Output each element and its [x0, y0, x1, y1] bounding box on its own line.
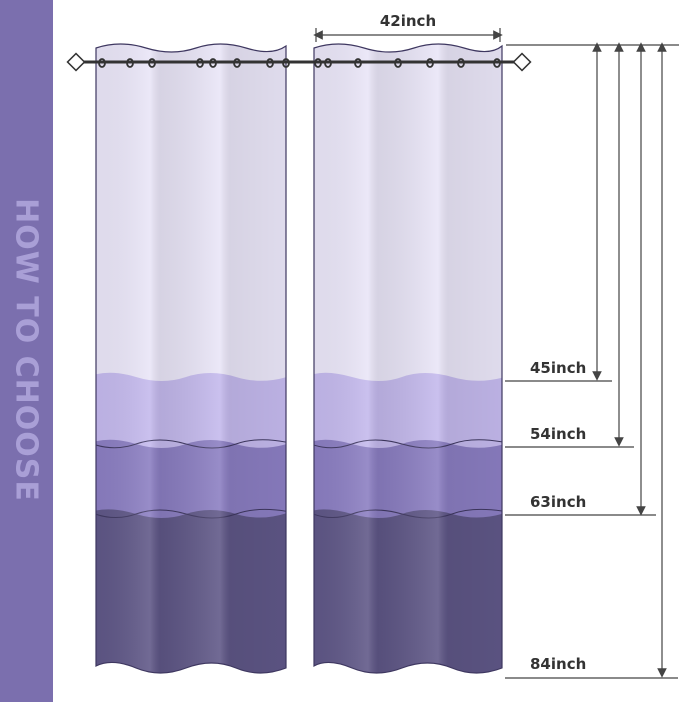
length-label-54: 54inch — [530, 425, 586, 443]
left-curtain-panel — [96, 44, 286, 673]
rod-finial-left — [66, 52, 86, 72]
how-to-choose-sidebar: HOW TO CHOOSE — [0, 0, 53, 702]
length-dimensions — [505, 42, 679, 679]
width-dimension — [313, 28, 503, 42]
length-label-45: 45inch — [530, 359, 586, 377]
length-label-84: 84inch — [530, 655, 586, 673]
curtain-rod — [66, 52, 532, 72]
right-curtain-panel — [314, 44, 502, 673]
width-label: 42inch — [380, 12, 436, 30]
grommets — [98, 58, 501, 68]
length-label-63: 63inch — [530, 493, 586, 511]
rod-finial-right — [512, 52, 532, 72]
